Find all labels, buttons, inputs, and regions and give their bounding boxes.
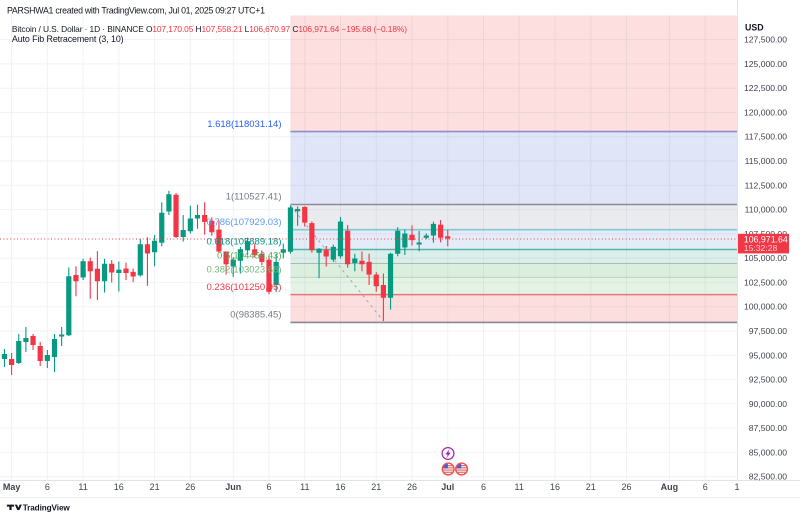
svg-text:117,500.00: 117,500.00 (745, 132, 788, 142)
svg-text:105,000.00: 105,000.00 (744, 253, 787, 263)
svg-text:6: 6 (266, 482, 271, 492)
svg-text:16: 16 (114, 482, 124, 492)
svg-text:127,500.00: 127,500.00 (744, 35, 787, 45)
svg-text:92,500.00: 92,500.00 (749, 375, 787, 385)
svg-text:0(98385.45): 0(98385.45) (230, 310, 281, 321)
svg-text:Aug: Aug (661, 482, 679, 492)
svg-text:11: 11 (515, 482, 524, 492)
svg-text:26: 26 (185, 482, 195, 492)
svg-text:122,500.00: 122,500.00 (744, 83, 787, 93)
svg-text:90,000.00: 90,000.00 (749, 399, 787, 409)
svg-text:97,500.00: 97,500.00 (749, 326, 787, 336)
svg-text:102,500.00: 102,500.00 (744, 277, 787, 287)
svg-text:21: 21 (586, 482, 596, 492)
svg-text:87,500.00: 87,500.00 (749, 423, 787, 433)
svg-text:82,500.00: 82,500.00 (749, 472, 787, 482)
svg-text:6: 6 (45, 482, 50, 492)
svg-text:21: 21 (150, 482, 160, 492)
svg-text:26: 26 (621, 482, 631, 492)
svg-text:TradingView: TradingView (23, 503, 71, 512)
svg-text:11: 11 (300, 482, 309, 492)
svg-text:16: 16 (550, 482, 560, 492)
svg-text:106,971.64: 106,971.64 (744, 235, 788, 245)
svg-text:11: 11 (78, 482, 87, 492)
svg-text:1: 1 (734, 482, 739, 492)
svg-text:115,000.00: 115,000.00 (745, 156, 788, 166)
svg-text:1.618(118031.14): 1.618(118031.14) (207, 119, 281, 130)
svg-text:112,500.00: 112,500.00 (745, 180, 788, 190)
svg-text:0.618(105889.18): 0.618(105889.18) (206, 237, 281, 248)
svg-text:USD: USD (745, 23, 764, 33)
svg-text:0.5(104456.43): 0.5(104456.43) (217, 251, 281, 262)
svg-text:120,000.00: 120,000.00 (744, 108, 787, 118)
svg-text:PARSHWA1 created with TradingV: PARSHWA1 created with TradingView.com, J… (7, 6, 265, 16)
svg-text:95,000.00: 95,000.00 (749, 350, 787, 360)
svg-text:Bitcoin / U.S. Dollar · 1D · B: Bitcoin / U.S. Dollar · 1D · BINANCE O10… (12, 24, 407, 34)
svg-text:0.786(107929.03): 0.786(107929.03) (206, 217, 281, 228)
svg-text:16: 16 (335, 482, 345, 492)
svg-text:85,000.00: 85,000.00 (749, 447, 787, 457)
svg-text:15:32:28: 15:32:28 (744, 243, 778, 253)
svg-text:Auto Fib Retracement (3, 10): Auto Fib Retracement (3, 10) (12, 34, 124, 44)
svg-text:May: May (3, 482, 21, 492)
svg-text:0.382(103023.68): 0.382(103023.68) (206, 265, 281, 276)
svg-text:6: 6 (481, 482, 486, 492)
svg-text:26: 26 (407, 482, 417, 492)
svg-text:6: 6 (703, 482, 708, 492)
svg-text:110,000.00: 110,000.00 (745, 205, 788, 215)
svg-text:125,000.00: 125,000.00 (744, 59, 787, 69)
svg-text:Jun: Jun (225, 482, 241, 492)
svg-text:Jul: Jul (441, 482, 454, 492)
svg-text:21: 21 (371, 482, 381, 492)
svg-text:1(110527.41): 1(110527.41) (226, 192, 282, 203)
svg-text:100,000.00: 100,000.00 (744, 302, 787, 312)
svg-text:0.236(101250.95): 0.236(101250.95) (206, 282, 281, 293)
